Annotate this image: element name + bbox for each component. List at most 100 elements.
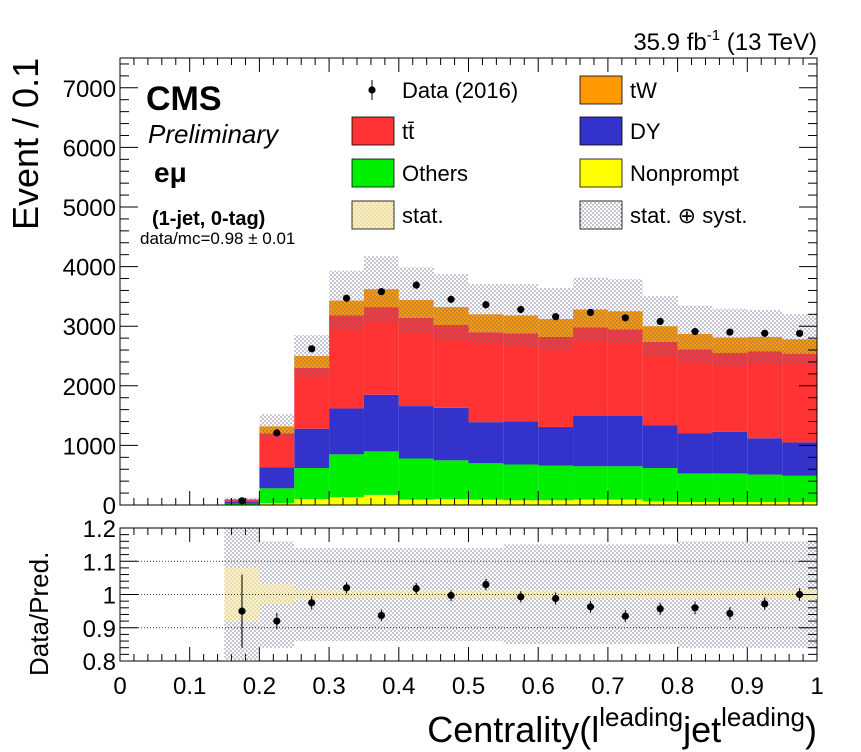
bar bbox=[538, 336, 574, 427]
legend-label: stat. ⊕ syst. bbox=[630, 203, 747, 228]
x-axis-title: Centrality(lleadingjetleading) bbox=[427, 702, 817, 750]
channel-label: eμ bbox=[154, 157, 187, 188]
bar bbox=[782, 475, 817, 503]
data-point bbox=[621, 314, 629, 322]
ratio-stat-cell bbox=[677, 590, 713, 599]
legend-entry: DY bbox=[579, 116, 661, 146]
ratio-point bbox=[412, 584, 420, 593]
band-cell bbox=[782, 314, 817, 365]
bar bbox=[642, 501, 678, 505]
legend-swatch bbox=[579, 158, 623, 188]
data-point bbox=[447, 295, 455, 303]
bar bbox=[712, 431, 748, 474]
ratio-stat-cell bbox=[329, 590, 364, 599]
bar bbox=[468, 499, 504, 505]
bar bbox=[398, 499, 434, 505]
ratio-point bbox=[691, 604, 699, 612]
ratio-stat-cell bbox=[468, 590, 504, 599]
bar bbox=[782, 442, 817, 476]
bar bbox=[712, 502, 748, 505]
ratio-y-tick-label: 0.9 bbox=[83, 616, 116, 643]
bar bbox=[573, 327, 608, 416]
legend-swatch bbox=[351, 158, 395, 188]
bar bbox=[433, 460, 469, 500]
stack-nonprompt bbox=[224, 494, 817, 505]
ratio-point bbox=[342, 584, 351, 592]
data-point bbox=[273, 429, 281, 437]
stack-others bbox=[224, 451, 817, 505]
x-tick-label: 0.7 bbox=[591, 673, 624, 700]
y-tick-label: 5000 bbox=[63, 195, 116, 222]
legend-label: Data (2016) bbox=[402, 78, 518, 103]
band-cell bbox=[503, 284, 539, 347]
bar bbox=[363, 394, 399, 452]
bar bbox=[712, 473, 748, 503]
ratio-y-tick-label: 1.1 bbox=[83, 549, 116, 576]
legend: Data (2016) tW tt̄ DY Others Nonprompt stat. st… bbox=[351, 75, 747, 230]
ratio-point bbox=[621, 612, 629, 620]
band-cell bbox=[607, 279, 643, 344]
ratio-point bbox=[517, 593, 525, 601]
x-tick-label: 1 bbox=[810, 673, 823, 700]
data-point bbox=[238, 497, 246, 505]
legend-label: Others bbox=[402, 161, 468, 186]
ratio-point bbox=[726, 609, 734, 618]
data-point bbox=[342, 294, 351, 302]
bar bbox=[642, 425, 678, 469]
band-cell bbox=[712, 308, 748, 367]
ratio-y-tick-label: 0.8 bbox=[83, 649, 116, 676]
bar bbox=[468, 332, 504, 423]
bar bbox=[607, 499, 643, 505]
ratio-point bbox=[761, 600, 769, 608]
bar bbox=[573, 499, 608, 505]
bar bbox=[329, 497, 364, 505]
legend-swatch bbox=[579, 200, 623, 230]
bar bbox=[538, 500, 574, 505]
stack-tt bbox=[224, 307, 817, 503]
bar bbox=[503, 421, 539, 465]
ratio-plot: 0 0.1 0.2 0.3 0.4 0.5 0.6 0.7 0.8 0.9 1 0.8 0.9 1 1.1 1… bbox=[83, 516, 824, 700]
y-tick-label: 4000 bbox=[63, 255, 116, 282]
data-point bbox=[412, 281, 420, 289]
ratio-point bbox=[273, 617, 281, 625]
bar bbox=[363, 494, 399, 505]
bar bbox=[259, 503, 295, 505]
ratio-y-tick-label: 1.2 bbox=[83, 516, 116, 543]
x-tick-label: 0.2 bbox=[243, 673, 276, 700]
ratio-stat-cell bbox=[573, 590, 608, 599]
legend-label: stat. bbox=[402, 203, 444, 228]
bar bbox=[468, 463, 504, 500]
main-plot: 0 1000 2000 3000 4000 5000 6000 7000 bbox=[63, 57, 818, 520]
ratio-y-tick-label: 1 bbox=[103, 583, 116, 610]
x-tick-label: 0.6 bbox=[522, 673, 555, 700]
band-cell bbox=[294, 335, 330, 377]
data-point bbox=[552, 313, 560, 321]
category-label: (1-jet, 0-tag) bbox=[152, 208, 265, 230]
legend-entry: tt̄ bbox=[351, 116, 414, 146]
bar bbox=[433, 499, 469, 505]
bar bbox=[607, 415, 643, 467]
ratio-point bbox=[656, 605, 664, 613]
x-tick-label: 0.5 bbox=[452, 673, 485, 700]
x-tick-label: 0.8 bbox=[661, 673, 694, 700]
data-point bbox=[795, 329, 804, 337]
band-cell bbox=[398, 267, 434, 333]
ratio-points bbox=[238, 574, 804, 648]
bar bbox=[677, 433, 713, 474]
ratio-stat-cell bbox=[747, 590, 783, 599]
legend-swatch bbox=[579, 116, 623, 146]
legend-entry: tW bbox=[579, 75, 657, 105]
legend-label: Nonprompt bbox=[630, 161, 739, 186]
y-tick-label: 6000 bbox=[63, 135, 116, 162]
data-point bbox=[517, 305, 525, 314]
bar bbox=[607, 466, 643, 500]
bar bbox=[642, 468, 678, 502]
ratio-point bbox=[482, 580, 490, 589]
bar bbox=[573, 415, 608, 467]
data-point bbox=[377, 288, 385, 296]
x-tick-label: 0.9 bbox=[731, 673, 764, 700]
bar bbox=[607, 329, 643, 416]
data-point bbox=[691, 327, 699, 336]
legend-label: tW bbox=[630, 78, 657, 103]
bar bbox=[398, 406, 434, 459]
